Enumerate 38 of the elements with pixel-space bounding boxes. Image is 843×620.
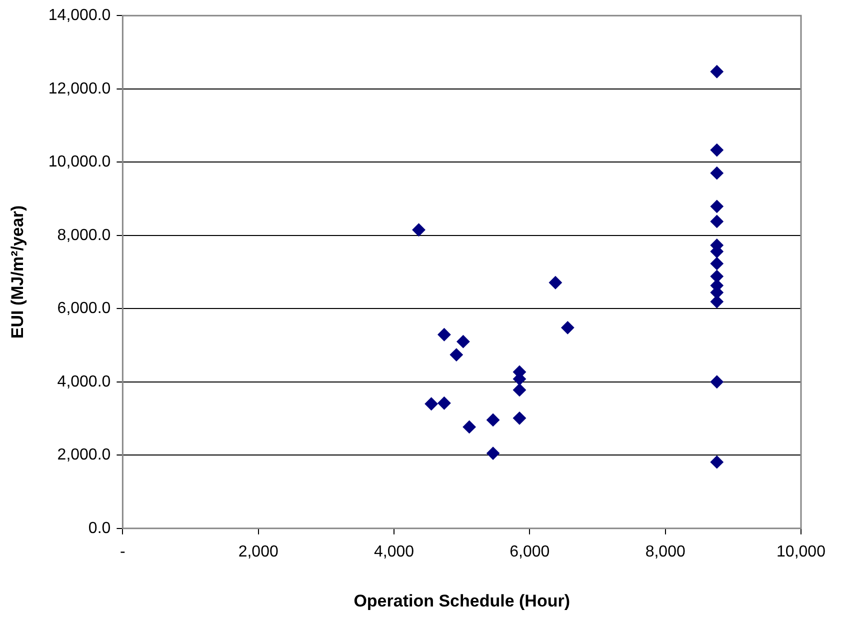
x-tick-label: - [120,543,126,560]
y-tick-label: 0.0 [88,520,111,537]
x-tick-label: 6,000 [510,543,550,560]
point [710,375,724,388]
point [561,321,574,334]
point [548,276,562,290]
y-tick-label: 12,000.0 [48,80,111,98]
point [486,446,500,460]
y-tick-label: 10,000.0 [48,154,111,171]
point [710,214,724,228]
x-tick-label: 4,000 [374,543,414,560]
point [710,166,724,180]
y-tick-label: 8,000.0 [57,226,111,244]
y-tick-label: 2,000.0 [57,446,111,464]
x-tick-label: 8,000 [645,543,686,560]
y-tick-label: 6,000.0 [57,300,111,318]
x-tick-label: 2,000 [238,543,278,560]
point [412,223,426,236]
point [486,413,500,426]
point [710,257,724,270]
point [438,396,451,410]
point [456,335,470,348]
y-axis-title: EUI (MJ/m²/year) [8,205,27,339]
point [710,200,724,213]
point [710,144,724,157]
point [710,295,724,308]
point [438,328,451,342]
point [710,65,724,78]
point [424,397,438,410]
y-tick-label: 14,000.0 [48,7,111,24]
point [710,456,724,469]
x-tick-label: 10,000 [776,543,826,560]
point [512,412,526,425]
y-tick-label: 4,000.0 [57,373,111,390]
point [512,383,526,396]
point [450,348,463,362]
point [462,420,476,434]
x-axis-title: Operation Schedule (Hour) [354,591,570,610]
